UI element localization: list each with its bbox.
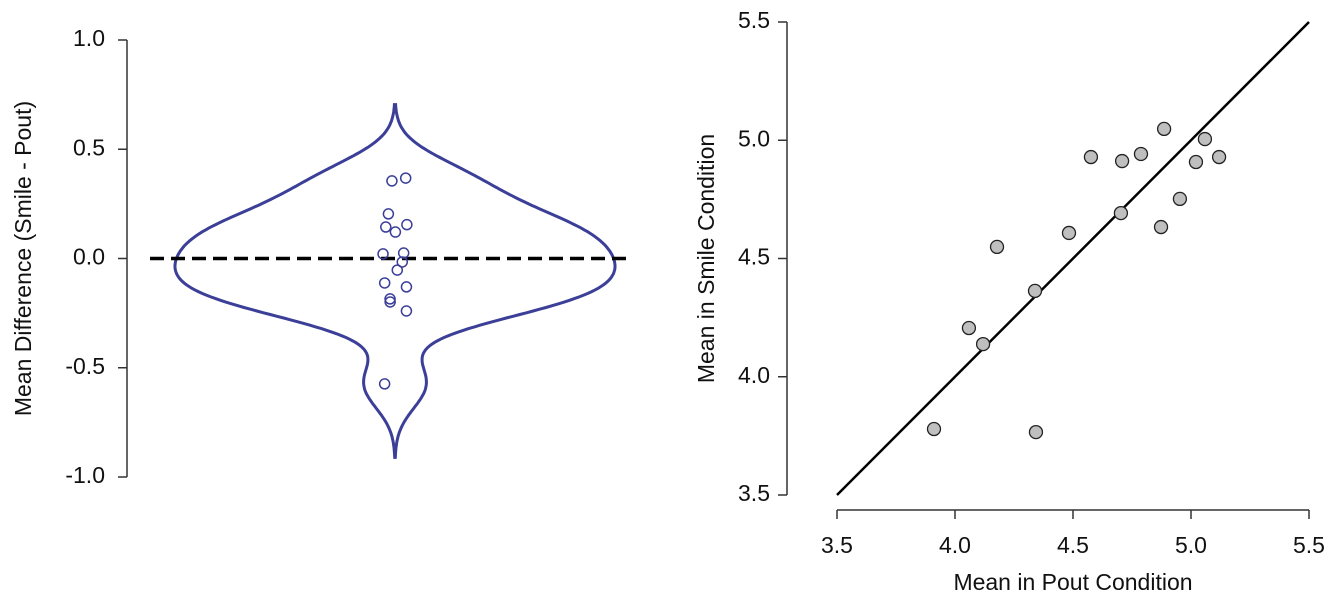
data-point bbox=[378, 277, 391, 289]
y-tick-label: 4.0 bbox=[738, 362, 770, 388]
violin-outline bbox=[173, 103, 617, 459]
x-tick-label: 5.5 bbox=[1293, 532, 1325, 558]
data-point bbox=[377, 248, 389, 260]
data-point bbox=[1133, 146, 1149, 162]
y-tick-label: 4.5 bbox=[738, 244, 770, 270]
y-tick-label: 0.0 bbox=[73, 244, 105, 270]
data-point bbox=[1211, 149, 1227, 165]
y-axis-title: Mean Difference (Smile - Pout) bbox=[10, 101, 36, 416]
y-tick-label: 5.5 bbox=[738, 7, 770, 33]
y-tick-label: 0.5 bbox=[73, 134, 105, 160]
data-point bbox=[1153, 219, 1169, 235]
data-point bbox=[384, 293, 396, 305]
data-point bbox=[1061, 225, 1077, 241]
data-point bbox=[1083, 149, 1099, 165]
data-point bbox=[389, 226, 402, 238]
data-point bbox=[1197, 131, 1213, 147]
x-axis-title: Mean in Pout Condition bbox=[953, 569, 1192, 595]
y-tick-label: 5.0 bbox=[738, 125, 770, 151]
y-tick-label: -0.5 bbox=[65, 353, 105, 379]
data-point bbox=[380, 221, 392, 233]
data-point bbox=[391, 264, 404, 276]
x-tick-label: 5.0 bbox=[1175, 532, 1207, 558]
data-point bbox=[1172, 191, 1188, 207]
data-point bbox=[975, 336, 991, 352]
data-point bbox=[1156, 121, 1172, 137]
data-point bbox=[989, 239, 1005, 255]
identity-line bbox=[836, 21, 1310, 496]
x-tick-label: 3.5 bbox=[821, 532, 853, 558]
data-point bbox=[382, 208, 395, 220]
y-tick-label: 1.0 bbox=[73, 25, 105, 51]
data-point bbox=[961, 320, 977, 336]
y-axis-title: Mean in Smile Condition bbox=[693, 134, 719, 383]
x-tick-label: 4.0 bbox=[939, 532, 971, 558]
data-point bbox=[1028, 424, 1044, 440]
data-point bbox=[1027, 283, 1043, 299]
data-point bbox=[926, 421, 942, 437]
data-point bbox=[386, 175, 398, 187]
x-tick-label: 4.5 bbox=[1057, 532, 1089, 558]
data-point bbox=[384, 296, 396, 308]
data-point bbox=[396, 256, 409, 268]
data-point bbox=[1113, 205, 1129, 221]
data-point bbox=[378, 378, 391, 390]
data-point bbox=[401, 218, 413, 231]
data-point bbox=[1188, 154, 1204, 170]
data-point bbox=[400, 305, 413, 317]
data-point bbox=[1114, 153, 1130, 169]
data-point bbox=[400, 281, 413, 293]
data-point bbox=[399, 172, 412, 184]
y-tick-label: -1.0 bbox=[65, 462, 105, 488]
data-point bbox=[397, 247, 410, 259]
y-tick-label: 3.5 bbox=[738, 480, 770, 506]
